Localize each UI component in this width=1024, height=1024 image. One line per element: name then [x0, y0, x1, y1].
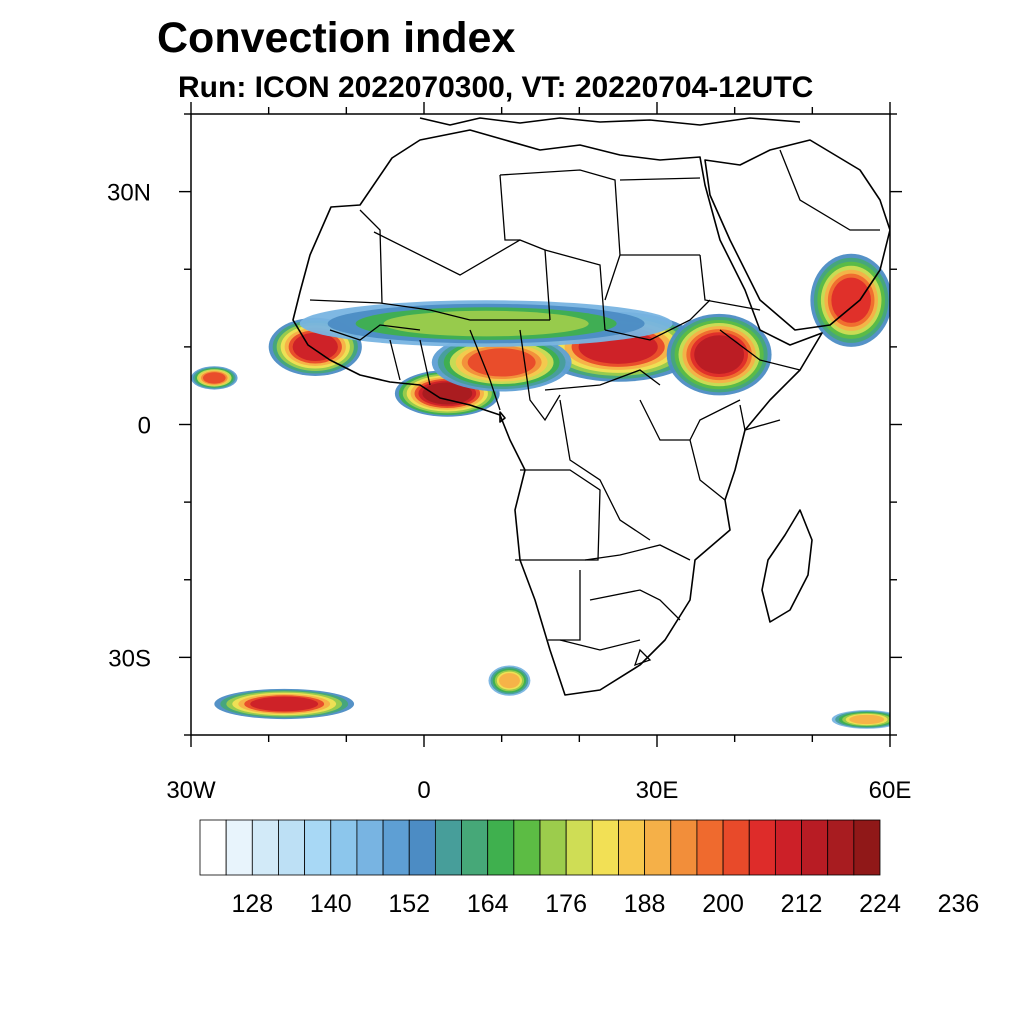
map-subtitle: Run: ICON 2022070300, VT: 20220704-12UTC	[178, 71, 814, 104]
colorbar-swatch	[774, 819, 802, 876]
colorbar-swatch	[748, 819, 776, 876]
colorbar-swatch	[251, 819, 279, 876]
convection-contour	[467, 348, 536, 377]
convection-contour	[849, 714, 885, 725]
lon-tick-label: 30E	[636, 777, 679, 804]
convection-contour	[831, 277, 871, 323]
convection-sahel-belt	[299, 300, 673, 347]
colorbar-swatch	[304, 819, 332, 876]
colorbar-swatch	[670, 819, 698, 876]
plot-area	[191, 114, 890, 735]
map-title: Convection index	[157, 14, 516, 62]
colorbar-label: 200	[702, 890, 744, 918]
colorbar-swatch	[278, 819, 306, 876]
colorbar-swatch	[225, 819, 253, 876]
madagascar-coastline	[761, 509, 813, 623]
convection-contour	[292, 332, 338, 362]
convection-atlantic-itcz	[191, 366, 238, 390]
axis-ticks	[179, 102, 902, 747]
convection-contour	[694, 335, 745, 374]
colorbar-swatch	[696, 819, 724, 876]
lon-tick-label: 60E	[869, 777, 912, 804]
lat-tick-label: 30N	[107, 180, 151, 207]
convection-arabia-yemen	[810, 253, 890, 347]
lon-tick-label: 0	[417, 777, 430, 804]
lon-tick-label: 30W	[166, 777, 216, 804]
arabia-coastline	[704, 139, 890, 331]
colorbar-label: 224	[859, 890, 901, 918]
colorbar-swatch	[827, 819, 855, 876]
coastlines	[292, 117, 890, 696]
convection-contour	[498, 673, 520, 689]
colorbar-swatch	[722, 819, 750, 876]
colorbar-label: 236	[938, 890, 980, 918]
colorbar-swatch	[382, 819, 410, 876]
colorbar-labels: 128 140 152 164 176 188 200 212 224 236	[231, 890, 979, 918]
colorbar-swatch	[356, 819, 384, 876]
convection-contour	[202, 372, 226, 384]
convection-contour	[250, 696, 319, 712]
colorbar-swatch	[487, 819, 515, 876]
mediterranean-north-shore	[419, 117, 801, 126]
colorbar	[199, 819, 881, 876]
convection-south-africa-trough	[488, 665, 531, 696]
colorbar-swatch	[330, 819, 358, 876]
axis-tick-labels: 30N 0 30S 30W 0 30E 60E	[107, 180, 911, 804]
colorbar-swatch	[539, 819, 567, 876]
colorbar-label: 176	[545, 890, 587, 918]
lat-tick-label: 30S	[108, 645, 151, 672]
colorbar-swatch	[461, 819, 489, 876]
convection-ethiopian-highlands	[666, 313, 772, 396]
colorbar-label: 152	[388, 890, 430, 918]
colorbar-swatch	[434, 819, 462, 876]
colorbar-label: 188	[624, 890, 666, 918]
colorbar-swatch	[565, 819, 593, 876]
convection-contour	[383, 310, 589, 337]
lat-tick-label: 0	[138, 413, 151, 440]
convection-nigeria-cameroon	[431, 333, 572, 392]
colorbar-label: 140	[310, 890, 352, 918]
colorbar-swatch	[801, 819, 829, 876]
convection-south-atlantic-front	[214, 688, 355, 720]
colorbar-label: 164	[467, 890, 509, 918]
colorbar-swatch	[618, 819, 646, 876]
africa-coastline	[292, 129, 823, 696]
colorbar-swatch	[408, 819, 436, 876]
convection-indian-ocean-south	[831, 710, 890, 729]
colorbar-label: 212	[781, 890, 823, 918]
country-borders	[309, 149, 880, 667]
bioko-island	[499, 411, 506, 423]
colorbar-swatch	[644, 819, 672, 876]
colorbar-swatch	[591, 819, 619, 876]
colorbar-label: 128	[231, 890, 273, 918]
convection-field	[191, 253, 890, 729]
colorbar-swatch	[199, 819, 227, 876]
convection-contour	[422, 382, 473, 405]
colorbar-swatch	[513, 819, 541, 876]
colorbar-swatch	[853, 819, 881, 876]
